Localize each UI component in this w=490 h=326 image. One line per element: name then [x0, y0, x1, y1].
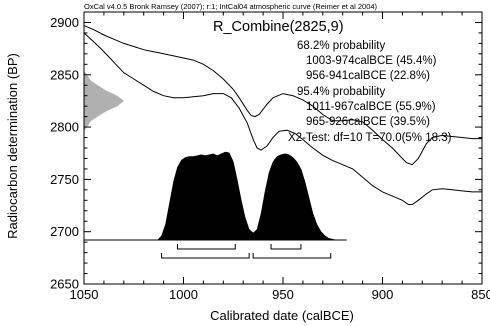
calibration-curve — [83, 25, 482, 205]
y-tick-label: 2750 — [50, 172, 79, 187]
annotation-95-range-2: 965-926calBCE (39.5%) — [306, 116, 430, 128]
calibration-curve-upper — [83, 25, 482, 166]
x-tick-label: 900 — [372, 287, 394, 302]
annotation-68-range-1: 1003-974calBCE (45.4%) — [306, 55, 437, 67]
y-tick-label: 2800 — [50, 120, 79, 135]
range-bracket-68 — [270, 244, 302, 250]
sample-distribution-area — [84, 71, 124, 131]
calibrated-distribution — [84, 151, 347, 241]
x-axis-title: Calibrated date (calBCE) — [210, 308, 354, 323]
plot-frame — [83, 11, 483, 285]
x-axis-ticks: 1050 1000 950 900 850 — [70, 12, 490, 302]
x-tick-label: 1050 — [70, 287, 99, 302]
y-tick-label: 2700 — [50, 224, 79, 239]
range-bracket-95 — [252, 253, 332, 259]
annotation-68-header: 68.2% probability — [297, 40, 385, 52]
y-axis-title: Radiocarbon determination (BP) — [5, 53, 20, 239]
annotation-68-range-2: 956-941calBCE (22.8%) — [306, 70, 430, 82]
annotation-95-range-1: 1011-967calBCE (55.9%) — [306, 101, 436, 113]
credit-text: OxCal v4.0.5 Bronk Ramsey (2007); r:1; I… — [84, 2, 378, 11]
y-tick-label: 2850 — [50, 67, 79, 82]
y-tick-label: 2900 — [50, 15, 79, 30]
x-tick-label: 850 — [471, 287, 490, 302]
probability-annotations: 68.2% probability 1003-974calBCE (45.4%)… — [288, 40, 452, 144]
sample-distribution — [83, 71, 124, 131]
probability-range-brackets — [161, 244, 332, 259]
range-bracket-68 — [177, 244, 236, 250]
y-tick-label: 2650 — [50, 277, 79, 292]
annotation-95-header: 95.4% probability — [297, 86, 385, 98]
calibrated-distribution-area — [157, 151, 337, 241]
range-bracket-95 — [161, 253, 250, 259]
x-tick-label: 1000 — [169, 287, 198, 302]
x-tick-label: 950 — [272, 287, 294, 302]
y-axis-ticks: 2650 2700 2750 2800 2850 2900 — [50, 11, 482, 292]
calibration-curve-lower — [83, 32, 482, 205]
chi-square-test: X2-Test: df=10 T=70.0(5% 18.3) — [288, 132, 452, 144]
sample-name: R_Combine(2825,9) — [213, 19, 344, 35]
